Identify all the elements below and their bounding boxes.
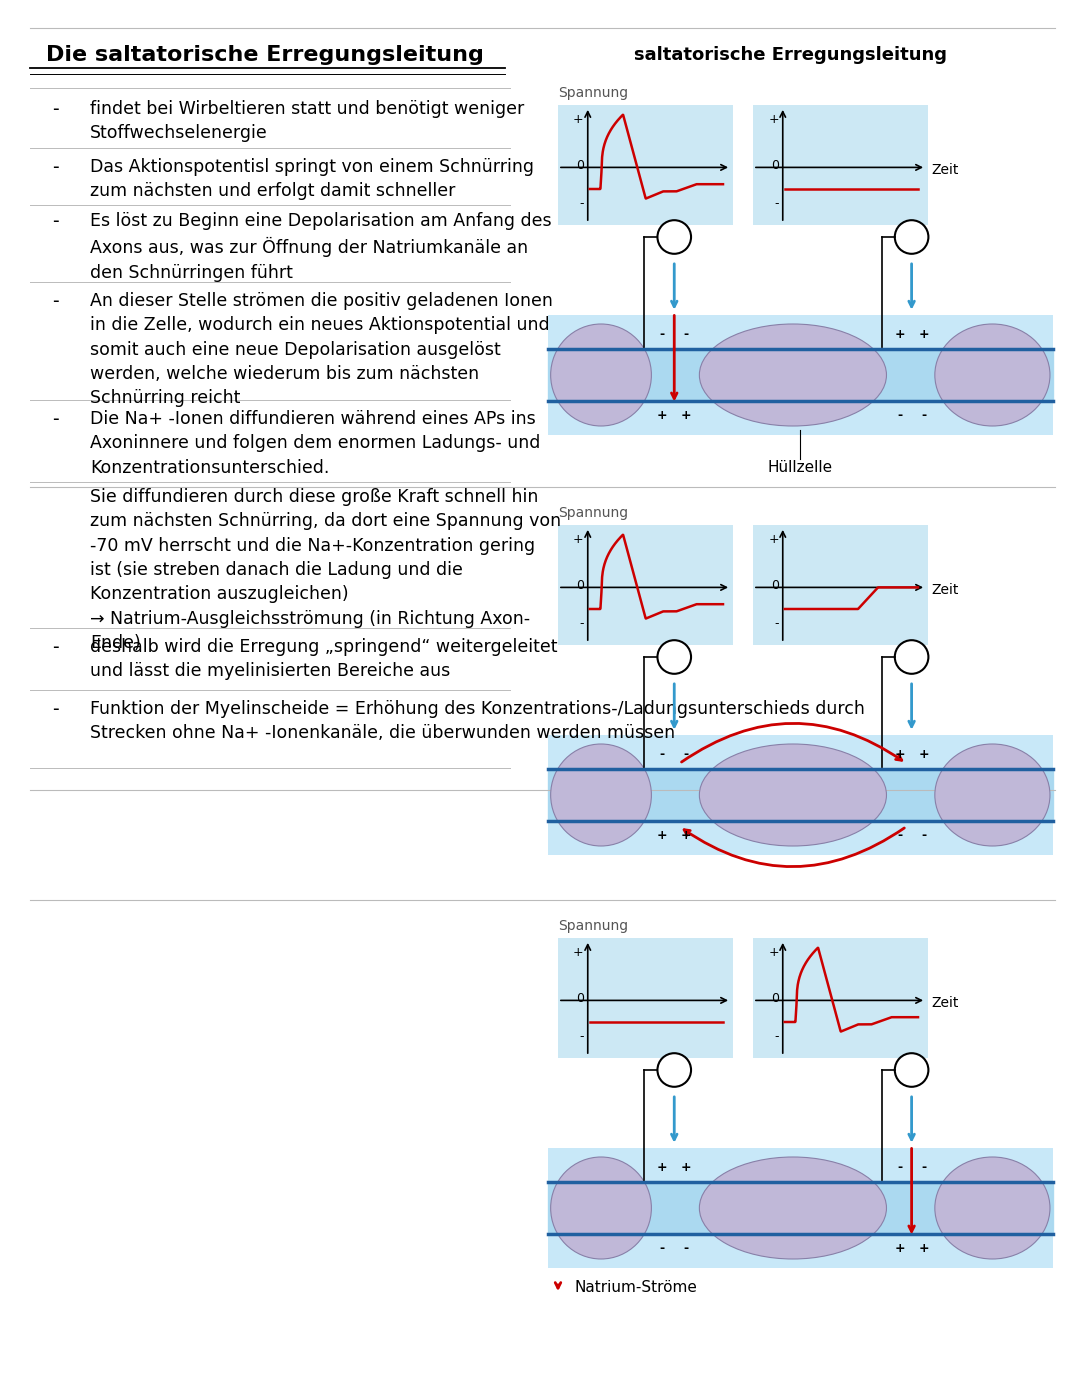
Bar [548, 1148, 1053, 1268]
Text: +: + [657, 409, 667, 423]
Ellipse shape [551, 324, 651, 425]
Text: -: - [52, 700, 58, 718]
Text: +: + [657, 1161, 667, 1173]
Circle shape [895, 220, 929, 254]
Ellipse shape [700, 324, 887, 425]
Text: +: + [657, 830, 667, 843]
Text: +: + [768, 946, 779, 958]
Text: -: - [897, 830, 902, 843]
Ellipse shape [700, 744, 887, 845]
Text: Zeit: Zeit [931, 163, 958, 177]
Bar [753, 105, 928, 225]
Text: +: + [680, 409, 691, 423]
Ellipse shape [935, 744, 1050, 845]
Text: saltatorische Erregungsleitung: saltatorische Erregungsleitung [634, 46, 946, 64]
Text: -: - [579, 197, 584, 209]
Text: -: - [579, 617, 584, 631]
Bar [558, 937, 733, 1057]
Circle shape [895, 640, 929, 674]
Text: +: + [894, 328, 905, 340]
Text: Das Aktionspotentisl springt von einem Schnürring
zum nächsten und erfolgt damit: Das Aktionspotentisl springt von einem S… [90, 158, 534, 201]
Text: -: - [52, 410, 58, 430]
Text: +: + [680, 1161, 691, 1173]
Text: -: - [52, 100, 58, 119]
Bar [548, 315, 1053, 435]
Text: +: + [680, 830, 691, 843]
Circle shape [895, 1053, 929, 1087]
Text: -: - [921, 830, 927, 843]
Text: 0: 0 [576, 992, 584, 1004]
Text: Spannung: Spannung [558, 506, 629, 520]
Text: +: + [768, 533, 779, 545]
Text: Es löst zu Beginn eine Depolarisation am Anfang des
Axons aus, was zur Öffnung d: Es löst zu Beginn eine Depolarisation am… [90, 212, 552, 282]
Text: Zeit: Zeit [931, 996, 958, 1010]
Text: Natrium-Ströme: Natrium-Ströme [573, 1281, 697, 1296]
Text: -: - [684, 748, 689, 760]
Text: 0: 0 [771, 579, 779, 591]
Text: -: - [774, 1030, 779, 1043]
Ellipse shape [935, 1156, 1050, 1260]
Text: findet bei Wirbeltieren statt und benötigt weniger
Stoffwechselenergie: findet bei Wirbeltieren statt und benöti… [90, 100, 524, 142]
Text: -: - [774, 617, 779, 631]
Bar [558, 525, 733, 644]
Text: +: + [573, 946, 584, 958]
Text: +: + [768, 113, 779, 126]
Text: 0: 0 [576, 579, 584, 591]
Text: +: + [918, 1243, 929, 1256]
Text: 0: 0 [576, 159, 584, 172]
Text: +: + [918, 748, 929, 760]
Text: -: - [52, 638, 58, 657]
Text: deshalb wird die Erregung „springend“ weitergeleitet
und lässt die myelinisierte: deshalb wird die Erregung „springend“ we… [90, 638, 557, 681]
Text: -: - [660, 748, 665, 760]
Text: -: - [897, 1161, 902, 1173]
Text: -: - [660, 1243, 665, 1256]
Text: +: + [894, 748, 905, 760]
Bar [753, 525, 928, 644]
Circle shape [658, 1053, 691, 1087]
Text: Zeit: Zeit [931, 583, 958, 597]
Ellipse shape [551, 744, 651, 845]
Text: Die Na+ -Ionen diffundieren während eines APs ins
Axoninnere und folgen dem enor: Die Na+ -Ionen diffundieren während eine… [90, 410, 540, 477]
Text: -: - [52, 292, 58, 311]
Bar [753, 937, 928, 1057]
Text: +: + [894, 1243, 905, 1256]
Text: +: + [918, 328, 929, 340]
Circle shape [658, 640, 691, 674]
Text: -: - [660, 328, 665, 340]
Text: Spannung: Spannung [558, 919, 629, 933]
Text: -: - [52, 212, 58, 232]
Text: -: - [579, 1030, 584, 1043]
Bar [548, 735, 1053, 855]
Ellipse shape [700, 1156, 887, 1260]
Text: Hüllzelle: Hüllzelle [768, 460, 833, 476]
Text: -: - [774, 197, 779, 209]
Ellipse shape [935, 324, 1050, 425]
Text: 0: 0 [771, 992, 779, 1004]
Text: -: - [921, 409, 927, 423]
Bar [558, 105, 733, 225]
Text: Funktion der Myelinscheide = Erhöhung des Konzentrations-/Ladungsunterschieds du: Funktion der Myelinscheide = Erhöhung de… [90, 700, 865, 742]
Circle shape [658, 220, 691, 254]
Text: +: + [573, 533, 584, 545]
Text: -: - [684, 1243, 689, 1256]
Text: -: - [921, 1161, 927, 1173]
Text: 0: 0 [771, 159, 779, 172]
Text: Die saltatorische Erregungsleitung: Die saltatorische Erregungsleitung [46, 45, 484, 66]
Text: -: - [684, 328, 689, 340]
Ellipse shape [551, 1156, 651, 1260]
Text: Sie diffundieren durch diese große Kraft schnell hin
zum nächsten Schnürring, da: Sie diffundieren durch diese große Kraft… [90, 488, 562, 651]
Text: Spannung: Spannung [558, 86, 629, 100]
Text: -: - [52, 158, 58, 177]
Text: +: + [573, 113, 584, 126]
Text: -: - [897, 409, 902, 423]
Text: An dieser Stelle strömen die positiv geladenen Ionen
in die Zelle, wodurch ein n: An dieser Stelle strömen die positiv gel… [90, 292, 553, 407]
